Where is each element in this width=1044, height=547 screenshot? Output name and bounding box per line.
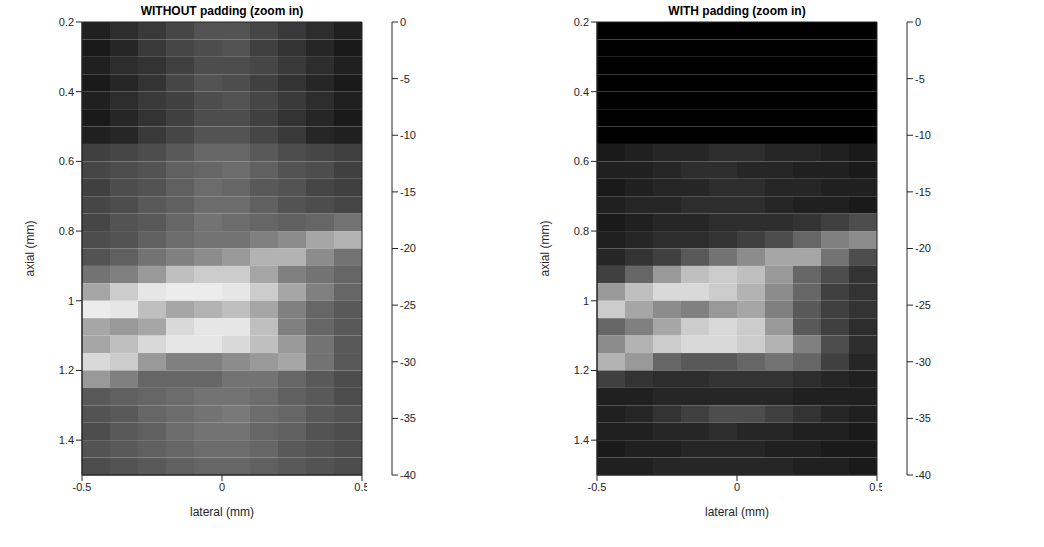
html-text:WITH padding (zoom in): WITH padding (zoom in) [668, 4, 806, 18]
svg-text:-5: -5 [400, 73, 410, 85]
svg-text:-35: -35 [400, 412, 416, 424]
svg-text:axial (mm): axial (mm) [538, 220, 552, 276]
svg-text:0.4: 0.4 [574, 86, 589, 98]
svg-text:lateral (mm): lateral (mm) [190, 505, 254, 519]
html-text:WITHOUT padding (zoom in): WITHOUT padding (zoom in) [140, 4, 304, 18]
svg-text:0.8: 0.8 [574, 225, 589, 237]
svg-text:0.4: 0.4 [59, 86, 74, 98]
svg-text:-25: -25 [915, 299, 931, 311]
svg-text:0.6: 0.6 [574, 155, 589, 167]
svg-text:0.5: 0.5 [869, 481, 882, 493]
svg-text:-25: -25 [400, 299, 416, 311]
svg-text:-30: -30 [915, 356, 931, 368]
svg-text:1.4: 1.4 [574, 434, 589, 446]
svg-text:0: 0 [915, 16, 921, 28]
svg-text:-20: -20 [915, 242, 931, 254]
svg-text:1.2: 1.2 [574, 364, 589, 376]
svg-text:1.2: 1.2 [59, 364, 74, 376]
svg-text:-15: -15 [400, 186, 416, 198]
svg-text:0: 0 [734, 481, 740, 493]
svg-text:-20: -20 [400, 242, 416, 254]
svg-text:0: 0 [219, 481, 225, 493]
svg-text:-10: -10 [400, 129, 416, 141]
svg-text:-35: -35 [915, 412, 931, 424]
svg-text:0: 0 [400, 16, 406, 28]
svg-text:0.6: 0.6 [59, 155, 74, 167]
svg-text:1: 1 [583, 295, 589, 307]
svg-text:0.2: 0.2 [59, 16, 74, 28]
svg-text:-5: -5 [915, 73, 925, 85]
svg-text:-30: -30 [400, 356, 416, 368]
svg-text:1: 1 [68, 295, 74, 307]
svg-text:0.8: 0.8 [59, 225, 74, 237]
svg-text:lateral (mm): lateral (mm) [705, 505, 769, 519]
svg-text:-10: -10 [915, 129, 931, 141]
svg-text:0.2: 0.2 [574, 16, 589, 28]
svg-text:-40: -40 [915, 469, 931, 481]
svg-text:1.4: 1.4 [59, 434, 74, 446]
svg-text:0.5: 0.5 [354, 481, 367, 493]
svg-text:-40: -40 [400, 469, 416, 481]
svg-text:-0.5: -0.5 [73, 481, 92, 493]
svg-text:-15: -15 [915, 186, 931, 198]
svg-text:-0.5: -0.5 [588, 481, 607, 493]
svg-text:axial (mm): axial (mm) [23, 220, 37, 276]
